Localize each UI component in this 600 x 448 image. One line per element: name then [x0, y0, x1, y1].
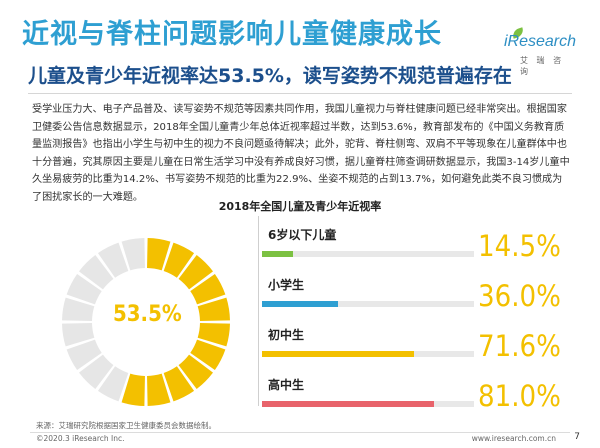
bar-value-label: 14.5%	[478, 229, 561, 263]
page-subtitle: 儿童及青少年近视率达53.5%，读写姿势不规范普遍存在	[28, 65, 512, 87]
body-paragraph: 受学业压力大、电子产品普及、读写姿势不规范等因素共同作用，我国儿童视力与脊柱健康…	[32, 104, 570, 203]
bar	[262, 351, 414, 357]
bar	[262, 301, 339, 307]
donut-segment	[197, 323, 230, 347]
bar-axis-line	[258, 216, 259, 406]
bar-track	[262, 301, 474, 307]
donut-segment	[66, 339, 102, 371]
logo-subtext: 艾 瑞 咨 询	[520, 56, 565, 76]
donut-segment	[163, 242, 195, 278]
donut-segment	[62, 297, 95, 321]
bar-category-label: 小学生	[268, 278, 305, 292]
donut-segment	[147, 238, 171, 271]
donut-segment	[163, 366, 195, 402]
donut-segment	[147, 373, 171, 406]
bar-value-label: 71.6%	[478, 329, 561, 363]
donut-segment	[190, 273, 226, 305]
bar-track	[262, 351, 474, 357]
donut-segment	[79, 255, 114, 290]
donut-chart	[62, 238, 230, 406]
iresearch-logo: iResearch 艾 瑞 咨 询	[498, 27, 580, 76]
donut-segment	[178, 354, 213, 389]
donut-segment	[121, 238, 145, 271]
bar-category-label: 初中生	[268, 328, 305, 342]
bar	[262, 401, 434, 407]
donut-segment	[190, 339, 226, 371]
page-number: 7	[574, 432, 580, 442]
subtitle-divider	[28, 93, 572, 94]
donut-segment	[79, 354, 114, 389]
donut-segment	[62, 323, 95, 347]
bar-track	[262, 401, 474, 407]
donut-segment	[66, 273, 102, 305]
donut-segment	[121, 373, 145, 406]
bar-category-label: 6岁以下儿童	[268, 228, 337, 242]
bar-value-label: 81.0%	[478, 379, 561, 413]
donut-segment	[197, 297, 230, 321]
bar-category-label: 高中生	[268, 378, 305, 392]
bar	[262, 251, 293, 257]
footer-url: www.iresearch.com.cn	[471, 434, 556, 443]
page-title: 近视与脊柱问题影响儿童健康成长	[22, 19, 442, 50]
donut-segment	[97, 242, 129, 278]
footer-divider	[30, 432, 570, 433]
bar-value-label: 36.0%	[478, 279, 561, 313]
logo-wordmark: iResearch	[504, 33, 577, 50]
copyright: ©2020.3 iResearch Inc.	[36, 434, 125, 443]
donut-segment	[178, 255, 213, 290]
bar-track	[262, 251, 474, 257]
donut-value-label: 53.5%	[113, 302, 182, 327]
chart-title: 2018年全国儿童及青少年近视率	[218, 200, 382, 213]
source-note: 来源：艾瑞研究院根据国家卫生健康委员会数据绘制。	[36, 421, 216, 430]
donut-segment	[97, 366, 129, 402]
